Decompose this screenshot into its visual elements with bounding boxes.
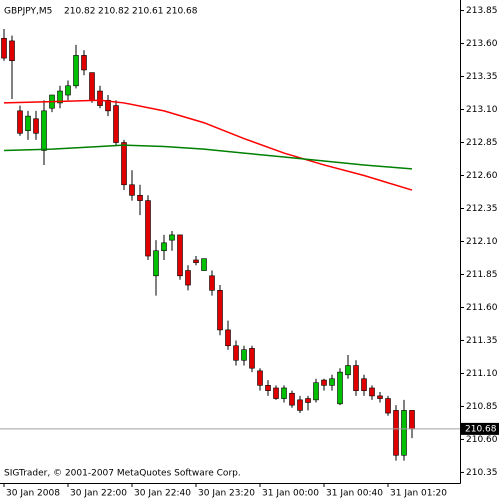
symbol-title: GBPJPY,M5 [4, 7, 52, 17]
candle-body [321, 379, 327, 386]
x-tick-label: 30 Jan 22:00 [70, 489, 127, 499]
y-tick-label: 212.60 [466, 171, 498, 181]
candle-body [233, 345, 239, 361]
candle-body [209, 275, 215, 291]
candle-body [305, 398, 311, 403]
candle-body [177, 234, 183, 277]
y-tick-label: 212.10 [466, 237, 498, 247]
candle-body [89, 72, 95, 101]
last-high: 210.82 [98, 7, 130, 17]
x-tick-label: 31 Jan 01:20 [390, 489, 447, 499]
candle-body [137, 195, 143, 201]
x-tick-label: 30 Jan 23:20 [198, 489, 255, 499]
candle-body [97, 90, 103, 106]
moving-average [3, 99, 413, 191]
candle-body [393, 410, 399, 456]
candle-body [249, 348, 255, 369]
y-tick-label: 211.35 [466, 336, 498, 346]
candle-body [385, 398, 391, 414]
candle-body [41, 110, 47, 151]
y-tick-label: 212.35 [466, 204, 498, 214]
candle-body [17, 110, 23, 134]
current-price-box [461, 422, 499, 435]
x-tick-label: 31 Jan 00:00 [262, 489, 319, 499]
candle-body [281, 387, 287, 399]
candle-body [25, 115, 31, 131]
y-tick-label: 211.85 [466, 270, 498, 280]
candle-body [297, 399, 303, 411]
y-tick-label: 210.35 [466, 468, 498, 478]
candle-body [225, 329, 231, 347]
candle-body [145, 200, 151, 257]
candle-body [9, 40, 15, 62]
candle-body [217, 290, 223, 331]
copyright: SIGTrader, © 2001-2007 MetaQuotes Softwa… [4, 469, 241, 479]
candle-body [1, 37, 7, 59]
x-tick-label: 30 Jan 22:40 [134, 489, 191, 499]
candle-body [241, 349, 247, 361]
candle-body [273, 387, 279, 399]
current-price-label: 210.68 [465, 424, 497, 434]
candle-body [353, 365, 359, 391]
y-tick-label: 211.10 [466, 369, 498, 379]
candle-body [57, 90, 63, 104]
candle-body [129, 184, 135, 196]
candle-body [161, 242, 167, 252]
y-tick-label: 210.85 [466, 402, 498, 412]
candle-body [105, 99, 111, 112]
last-close: 210.68 [166, 7, 198, 17]
candle-body [257, 370, 263, 386]
candle-body [265, 385, 271, 391]
candle-body [289, 392, 295, 406]
candle-body [201, 258, 207, 271]
y-tick-label: 210.60 [466, 435, 498, 445]
candle-body [409, 410, 415, 430]
candle-body [361, 378, 367, 391]
y-tick-label: 212.85 [466, 138, 498, 148]
candle-body [169, 234, 175, 241]
last-low: 210.61 [132, 7, 164, 17]
candle-body [313, 382, 319, 401]
candle-body [113, 105, 119, 143]
y-tick-label: 211.60 [466, 303, 498, 313]
y-tick-label: 213.60 [466, 39, 498, 49]
candle-body [329, 378, 335, 386]
candle-body [73, 55, 79, 87]
y-tick-label: 213.10 [466, 105, 498, 115]
x-tick-label: 31 Jan 00:40 [326, 489, 383, 499]
candle-body [377, 395, 383, 399]
x-tick-label: 30 Jan 2008 [6, 489, 60, 499]
last-open: 210.82 [64, 7, 96, 17]
candle-body [33, 118, 39, 134]
candle-body [193, 259, 199, 263]
moving-average [3, 144, 413, 170]
candle-body [65, 85, 71, 96]
candle-body [369, 387, 375, 397]
candle-body [185, 270, 191, 286]
candle-body [121, 142, 127, 186]
candle-body [345, 365, 351, 376]
candle-body [81, 55, 87, 71]
y-tick-label: 213.85 [466, 6, 498, 16]
candle-body [401, 410, 407, 456]
candle-body [153, 250, 159, 277]
candle-body [337, 371, 343, 405]
y-tick-label: 213.35 [466, 72, 498, 82]
